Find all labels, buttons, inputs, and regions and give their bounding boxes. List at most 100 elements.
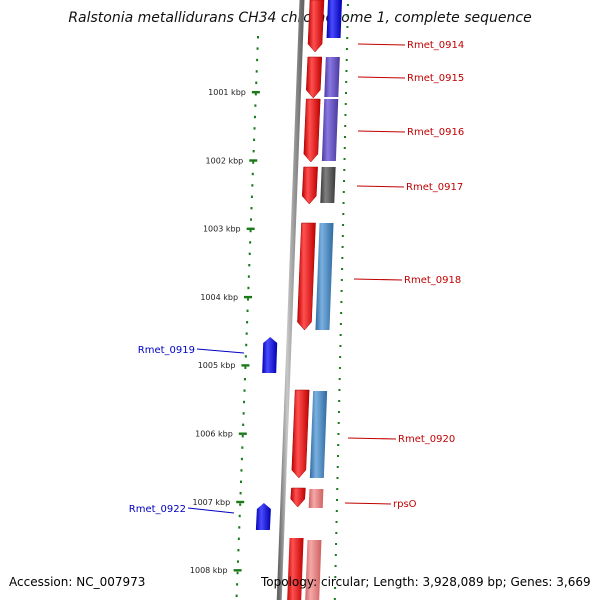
axis-minor-tick — [237, 549, 240, 552]
gene-label-rpso: rpsO — [393, 499, 417, 510]
axis-tick-label: 1003 kbp — [203, 225, 241, 234]
reverse-gene-arrow — [255, 503, 271, 530]
axis-minor-tick — [241, 446, 244, 449]
axis-minor-tick — [249, 229, 252, 233]
gene-product-block — [320, 167, 336, 203]
axis-minor-tick — [253, 115, 256, 119]
axis-tick-label: 1007 kbp — [193, 498, 231, 507]
axis-minor-tick — [252, 150, 255, 153]
outer-guide-dot — [346, 15, 349, 17]
outer-guide-dot — [345, 81, 348, 83]
outer-guide-dot — [334, 554, 337, 556]
outer-guide-dot — [343, 147, 346, 149]
outer-guide-dot — [339, 323, 342, 325]
axis-minor-tick — [240, 480, 243, 483]
gene-product-block — [324, 57, 340, 97]
axis-minor-tick — [237, 537, 240, 540]
outer-guide-dot — [341, 235, 344, 237]
axis-minor-tick — [251, 172, 254, 176]
outer-guide-dot — [342, 191, 345, 193]
axis-major-tick — [244, 295, 253, 299]
axis-tick-label: 1005 kbp — [198, 361, 236, 370]
axis-minor-tick — [252, 161, 255, 164]
axis-minor-tick — [246, 309, 249, 312]
axis-tick-label: 1002 kbp — [206, 156, 244, 165]
outer-guide-dot — [336, 466, 339, 468]
axis-minor-tick — [243, 378, 246, 381]
accession-label: Accession: NC_007973 — [9, 575, 146, 589]
outer-guide-dot — [336, 455, 339, 457]
outer-guide-dot — [340, 279, 343, 281]
forward-gene-arrow — [301, 166, 318, 205]
axis-major-tick — [238, 432, 247, 435]
gene-label-rmet_0917: Rmet_0917 — [406, 182, 463, 193]
axis-minor-tick — [256, 58, 259, 62]
axis-minor-tick — [251, 184, 254, 187]
outer-guide-dot — [337, 422, 340, 424]
outer-guide-dot — [340, 301, 343, 303]
gene-leader-line — [353, 278, 403, 281]
axis-major-tick — [246, 227, 255, 230]
axis-minor-tick — [257, 36, 259, 39]
outer-guide-dot — [342, 224, 345, 226]
forward-gene-arrow — [297, 222, 316, 331]
outer-guide-dot — [337, 444, 340, 446]
outer-guide-dot — [338, 389, 341, 391]
gene-product-block — [321, 99, 339, 161]
axis-tick-label: 1004 kbp — [200, 293, 238, 302]
axis-minor-tick — [249, 241, 252, 244]
outer-guide-dot — [341, 257, 344, 259]
axis-major-tick — [233, 569, 242, 572]
outer-guide-dot — [345, 48, 348, 50]
axis-major-tick — [249, 159, 258, 162]
axis-minor-tick — [238, 526, 241, 529]
outer-guide-dot — [345, 59, 348, 61]
axis-minor-tick — [247, 286, 250, 290]
axis-minor-tick — [248, 264, 251, 267]
axis-minor-tick — [250, 207, 253, 210]
outer-guide-dot — [342, 213, 345, 215]
outer-guide-dot — [336, 488, 339, 490]
outer-guide-dot — [335, 543, 338, 545]
outer-guide-dot — [338, 400, 341, 402]
axis-minor-tick — [255, 70, 258, 73]
axis-minor-tick — [236, 583, 239, 586]
outer-guide-dot — [333, 598, 336, 600]
outer-guide-dot — [343, 169, 346, 171]
axis-minor-tick — [253, 138, 256, 141]
gene-leader-line — [347, 437, 397, 440]
outer-guide-dot — [346, 26, 349, 28]
genome-summary: Topology: circular; Length: 3,928,089 bp… — [261, 575, 591, 589]
gene-product-block — [308, 489, 324, 508]
outer-guide-dot — [341, 246, 344, 248]
outer-guide-dot — [337, 411, 340, 413]
outer-guide-dot — [336, 477, 339, 479]
axis-minor-tick — [255, 81, 258, 84]
outer-guide-dot — [344, 114, 347, 116]
gene-leader-line — [357, 130, 406, 133]
axis-minor-tick — [246, 298, 249, 301]
forward-gene-arrow — [291, 389, 310, 479]
gene-leader-line — [357, 43, 406, 46]
gene-label-rmet_0919: Rmet_0919 — [138, 345, 195, 356]
outer-guide-dot — [344, 92, 347, 94]
axis-minor-tick — [239, 503, 242, 506]
gene-product-block — [305, 540, 322, 600]
outer-guide-dot — [343, 158, 346, 160]
gene-label-rmet_0920: Rmet_0920 — [398, 434, 455, 445]
gene-label-rmet_0914: Rmet_0914 — [407, 40, 464, 51]
forward-gene-arrow — [303, 98, 321, 163]
axis-major-tick — [241, 364, 250, 367]
axis-minor-tick — [254, 104, 257, 107]
reverse-gene-arrow — [262, 337, 278, 373]
outer-guide-dot — [344, 125, 347, 127]
chromosome-backbone — [276, 0, 305, 600]
outer-guide-dot — [336, 499, 339, 501]
outer-guide-dot — [344, 136, 347, 138]
gene-product-block — [309, 391, 328, 478]
axis-minor-tick — [243, 389, 246, 392]
forward-gene-arrow — [287, 538, 304, 600]
outer-guide-dot — [346, 4, 349, 6]
gene-label-rmet_0916: Rmet_0916 — [407, 127, 464, 138]
